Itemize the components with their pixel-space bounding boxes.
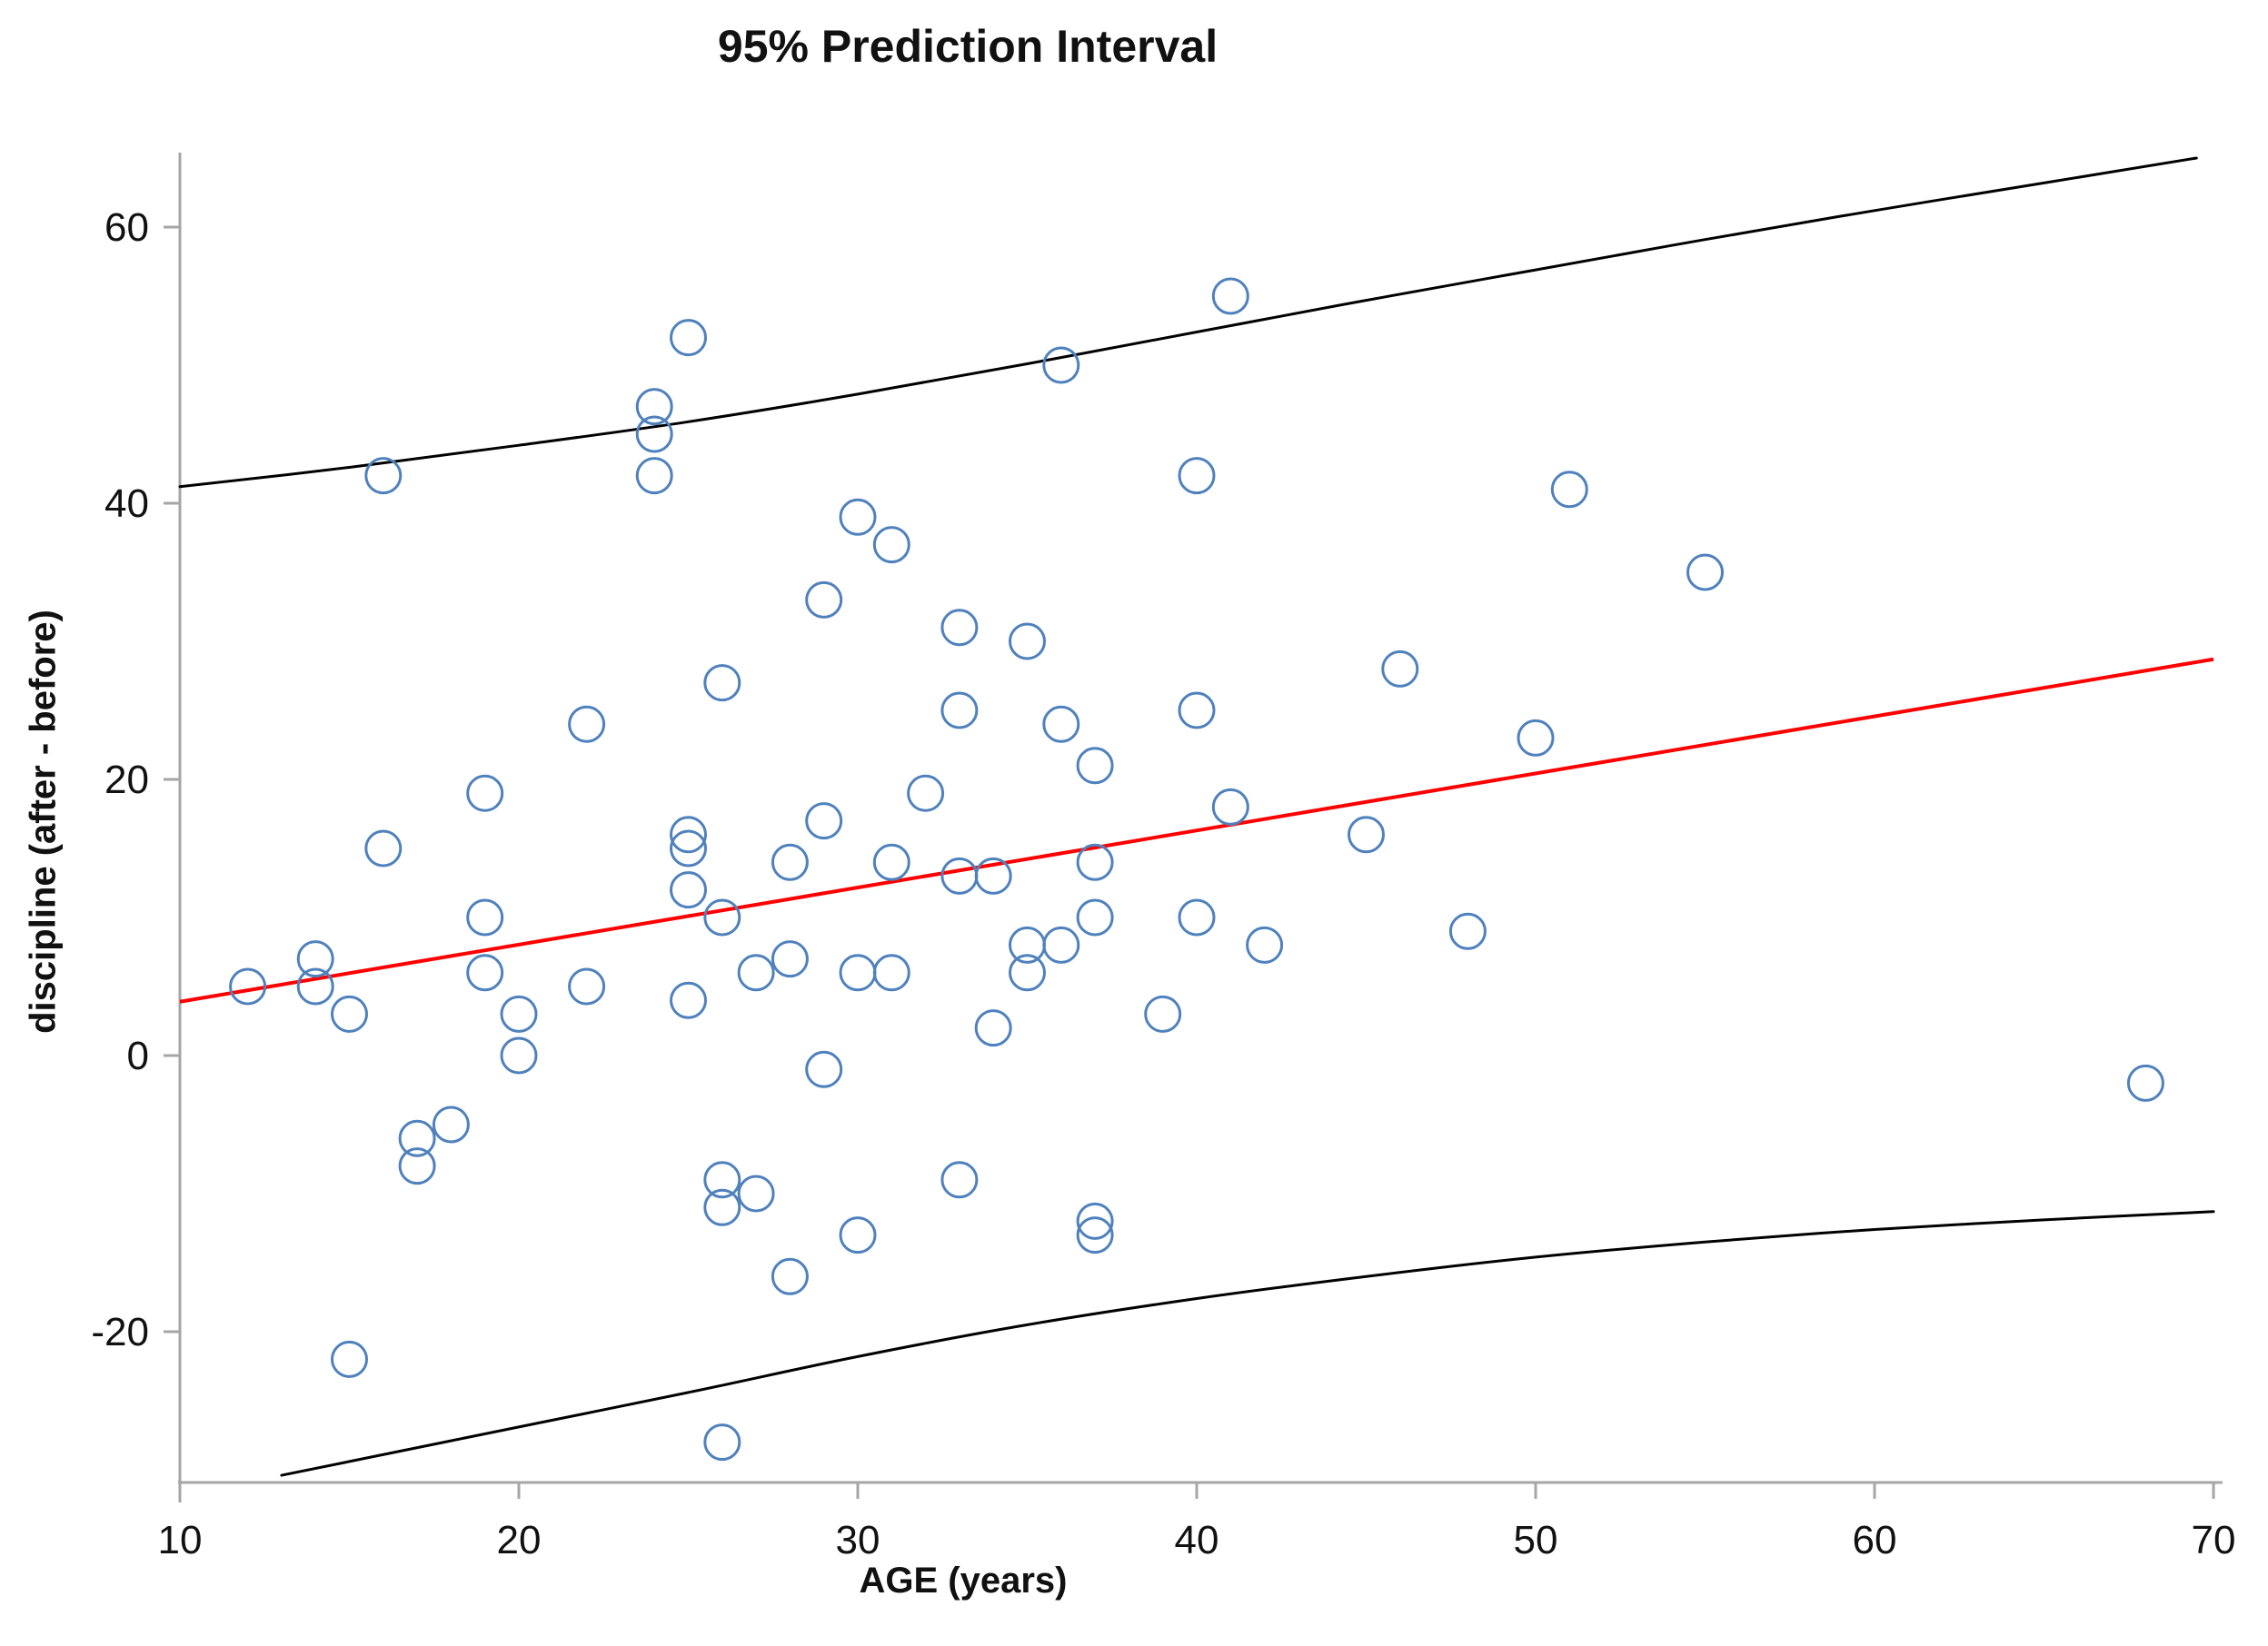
- data-point: [466, 954, 504, 992]
- data-point: [1009, 926, 1046, 964]
- data-point: [1211, 788, 1249, 826]
- data-point: [670, 319, 707, 357]
- data-point: [1178, 898, 1216, 937]
- y-axis-label: discipline (after - before): [23, 610, 64, 1034]
- regression-line: [179, 657, 2214, 1004]
- data-point: [940, 1161, 979, 1199]
- data-point: [670, 829, 707, 868]
- data-point: [635, 388, 673, 426]
- upper-prediction-bound: [178, 156, 2198, 489]
- data-point: [2126, 1064, 2164, 1102]
- data-point: [364, 457, 403, 495]
- data-point: [703, 664, 741, 702]
- data-point: [771, 843, 809, 881]
- data-point: [872, 954, 910, 992]
- y-tick-label: 40: [104, 481, 149, 526]
- data-point: [500, 1036, 538, 1075]
- data-point: [670, 981, 707, 1019]
- data-point: [1076, 1202, 1114, 1240]
- data-point: [940, 857, 979, 895]
- data-point: [670, 816, 707, 854]
- chart-title: 95% Prediction Interval: [717, 21, 1219, 72]
- data-point: [1448, 912, 1487, 950]
- data-point: [974, 857, 1012, 895]
- data-point: [1009, 622, 1046, 660]
- data-point: [635, 457, 673, 495]
- data-point: [872, 843, 910, 881]
- x-tick-label: 40: [1175, 1518, 1219, 1562]
- data-point: [1517, 719, 1555, 757]
- data-point: [1042, 346, 1080, 384]
- data-point: [364, 829, 403, 868]
- x-tick-label: 50: [1514, 1518, 1558, 1562]
- data-point: [805, 1050, 843, 1088]
- data-point: [839, 1216, 877, 1254]
- data-point: [331, 995, 368, 1033]
- data-point: [568, 705, 606, 743]
- data-point: [771, 940, 809, 978]
- data-point: [1211, 277, 1249, 315]
- y-tick-label: 0: [127, 1034, 149, 1078]
- data-point: [1686, 553, 1724, 591]
- data-point: [398, 1119, 436, 1157]
- data-point: [703, 898, 741, 937]
- data-point: [839, 954, 877, 992]
- y-tick-label: 20: [104, 758, 149, 802]
- data-point: [737, 1175, 775, 1213]
- data-point: [398, 1147, 436, 1185]
- data-point: [940, 691, 979, 729]
- data-point: [466, 774, 504, 812]
- data-point: [839, 498, 877, 536]
- x-tick-label: 10: [158, 1518, 203, 1562]
- data-point: [771, 1257, 809, 1295]
- data-point: [703, 1423, 741, 1462]
- data-point: [907, 774, 945, 812]
- x-tick-label: 30: [836, 1518, 880, 1562]
- data-point: [331, 1340, 368, 1378]
- y-tick-label: 60: [104, 205, 149, 250]
- data-point: [872, 526, 910, 564]
- data-point: [296, 967, 334, 1006]
- lower-prediction-bound: [280, 1210, 2215, 1477]
- data-point: [1550, 471, 1588, 509]
- data-point: [1246, 926, 1284, 964]
- data-point: [805, 802, 843, 840]
- data-point: [1076, 1216, 1114, 1254]
- data-point: [1009, 954, 1046, 992]
- data-point: [1144, 995, 1182, 1033]
- data-point: [568, 967, 606, 1006]
- data-point: [1042, 926, 1080, 964]
- data-point: [500, 995, 538, 1033]
- data-point: [1178, 691, 1216, 729]
- x-tick-label: 20: [497, 1518, 542, 1562]
- data-point: [1076, 898, 1114, 937]
- data-point: [805, 580, 843, 619]
- data-point: [1178, 457, 1216, 495]
- data-point: [703, 1188, 741, 1226]
- data-point: [670, 871, 707, 909]
- data-point: [1076, 747, 1114, 785]
- data-point: [703, 1161, 741, 1199]
- x-tick-label: 60: [1853, 1518, 1897, 1562]
- data-point: [1042, 705, 1080, 743]
- data-point: [635, 415, 673, 453]
- x-tick-label: 70: [2192, 1518, 2236, 1562]
- data-point: [466, 898, 504, 937]
- y-tick-label: -20: [91, 1310, 149, 1354]
- data-point: [229, 967, 267, 1006]
- data-point: [1348, 816, 1385, 854]
- data-point: [1076, 843, 1114, 881]
- data-point: [940, 609, 979, 647]
- x-axis-label: AGE (years): [859, 1561, 1068, 1601]
- data-point: [974, 1009, 1012, 1047]
- data-point: [1381, 649, 1419, 688]
- data-point: [432, 1106, 470, 1144]
- data-point: [737, 954, 775, 992]
- data-point: [296, 940, 334, 978]
